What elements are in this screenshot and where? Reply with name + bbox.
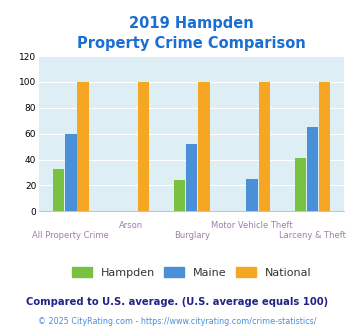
Text: All Property Crime: All Property Crime	[32, 231, 109, 240]
Text: Arson: Arson	[119, 220, 143, 229]
Bar	[186, 144, 197, 211]
Bar	[295, 158, 306, 211]
Bar	[138, 82, 149, 211]
Bar	[77, 82, 89, 211]
Bar	[307, 127, 318, 211]
Bar	[174, 180, 185, 211]
Title: 2019 Hampden
Property Crime Comparison: 2019 Hampden Property Crime Comparison	[77, 16, 306, 51]
Bar	[319, 82, 331, 211]
Text: Motor Vehicle Theft: Motor Vehicle Theft	[211, 220, 293, 229]
Text: © 2025 CityRating.com - https://www.cityrating.com/crime-statistics/: © 2025 CityRating.com - https://www.city…	[38, 317, 317, 326]
Bar	[65, 134, 77, 211]
Text: Larceny & Theft: Larceny & Theft	[279, 231, 346, 240]
Text: Compared to U.S. average. (U.S. average equals 100): Compared to U.S. average. (U.S. average …	[26, 297, 329, 307]
Bar	[258, 82, 270, 211]
Bar	[246, 179, 258, 211]
Bar	[198, 82, 209, 211]
Legend: Hampden, Maine, National: Hampden, Maine, National	[69, 263, 315, 281]
Text: Burglary: Burglary	[174, 231, 210, 240]
Bar	[53, 169, 64, 211]
